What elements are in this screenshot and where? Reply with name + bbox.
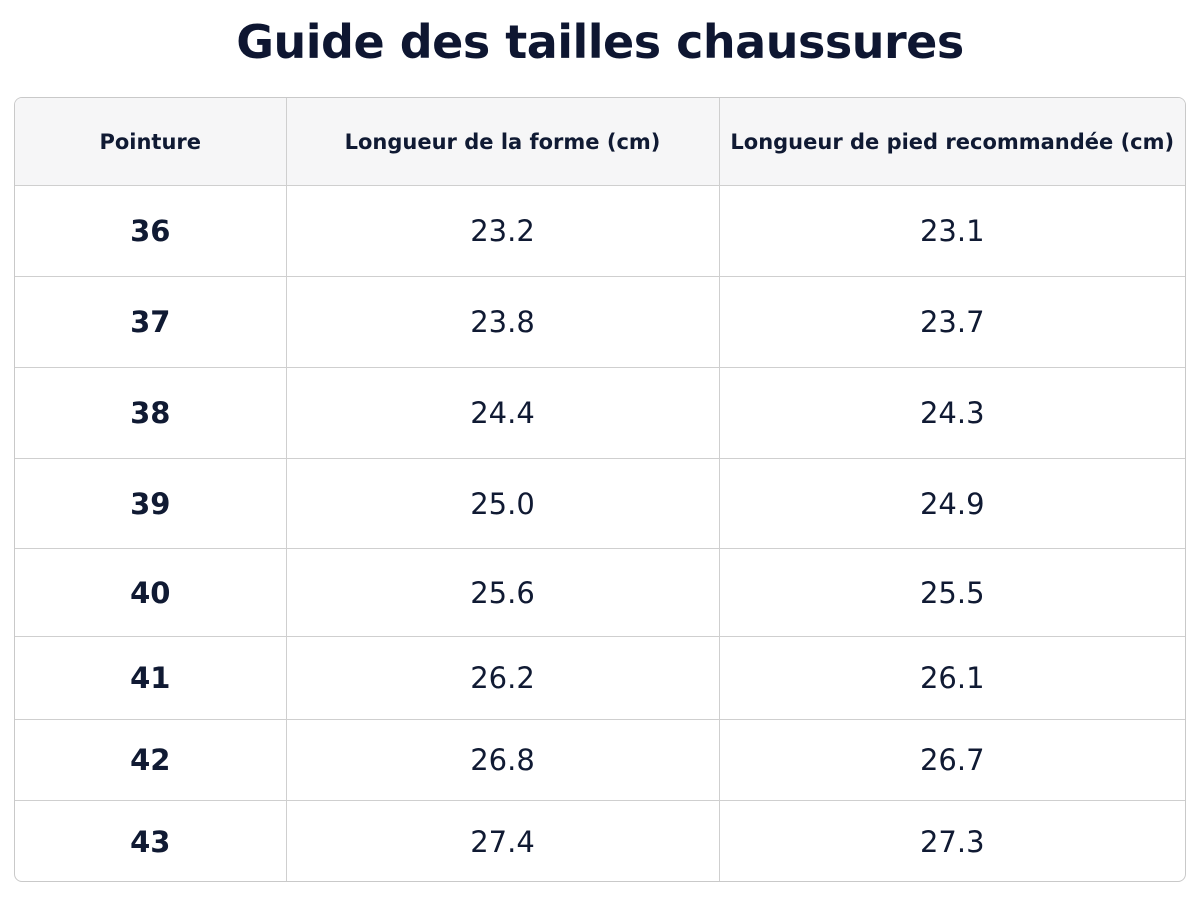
size-cell: 41 [15,636,287,720]
length-cell: 24.4 [285,367,720,459]
column-header: Longueur de pied recommandée (cm) [718,98,1185,186]
size-cell: 42 [15,719,287,801]
length-cell: 27.4 [285,800,720,881]
table-row: 43 27.4 27.3 [15,800,1185,881]
header-row: Pointure Longueur de la forme (cm) Longueu… [15,98,1185,186]
length-cell: 23.2 [285,185,720,277]
size-cell: 36 [15,185,287,277]
length-cell: 26.8 [285,719,720,801]
table-row: 37 23.8 23.7 [15,276,1185,368]
table-row: 36 23.2 23.1 [15,185,1185,277]
length-cell: 25.5 [718,548,1185,637]
table-row: 38 24.4 24.3 [15,367,1185,459]
size-cell: 40 [15,548,287,637]
length-cell: 27.3 [718,800,1185,881]
length-cell: 25.6 [285,548,720,637]
size-cell: 37 [15,276,287,368]
length-cell: 25.0 [285,458,720,549]
length-cell: 23.1 [718,185,1185,277]
length-cell: 23.7 [718,276,1185,368]
size-cell: 43 [15,800,287,881]
table-row: 42 26.8 26.7 [15,719,1185,801]
table-row: 41 26.2 26.1 [15,636,1185,720]
length-cell: 23.8 [285,276,720,368]
length-cell: 24.9 [718,458,1185,549]
column-header: Pointure [15,98,287,186]
table-body: 36 23.2 23.1 37 23.8 23.7 38 24.4 24.3 39 25.0 24.9… [15,185,1185,881]
table-head: Pointure Longueur de la forme (cm) Longueu… [15,98,1185,186]
length-cell: 26.2 [285,636,720,720]
column-header: Longueur de la forme (cm) [285,98,720,186]
size-cell: 39 [15,458,287,549]
length-cell: 26.7 [718,719,1185,801]
length-cell: 26.1 [718,636,1185,720]
table-container: Pointure Longueur de la forme (cm) Longueu… [14,97,1186,882]
size-cell: 38 [15,367,287,459]
table-row: 39 25.0 24.9 [15,458,1185,549]
table-row: 40 25.6 25.5 [15,548,1185,637]
length-cell: 24.3 [718,367,1185,459]
size-table: Pointure Longueur de la forme (cm) Longueu… [15,98,1185,881]
title: Guide des tailles chaussures [236,15,964,69]
